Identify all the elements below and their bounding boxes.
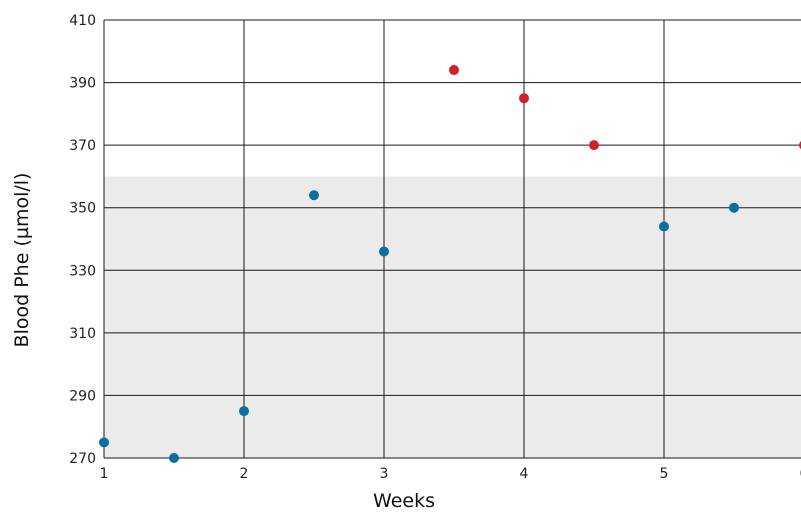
data-point <box>659 221 669 232</box>
data-point <box>449 65 459 76</box>
data-points <box>99 65 801 463</box>
y-tick-label: 310 <box>69 326 96 342</box>
y-tick-label: 390 <box>69 76 96 92</box>
x-tick-label: 6 <box>800 466 801 482</box>
y-tick-label: 350 <box>69 201 96 217</box>
data-point <box>379 246 389 257</box>
data-point <box>729 202 739 213</box>
target-range-rect <box>104 176 801 458</box>
data-point <box>239 406 249 417</box>
data-point <box>589 140 599 151</box>
data-point <box>169 453 179 463</box>
data-point <box>99 437 109 448</box>
x-axis-title: Weeks <box>373 490 435 512</box>
y-tick-label: 370 <box>69 138 96 154</box>
data-point <box>309 190 319 201</box>
y-tick-label: 410 <box>69 13 96 29</box>
x-axis-ticks: 1 2 3 4 5 6 <box>100 466 801 482</box>
y-tick-label: 270 <box>69 451 96 467</box>
x-tick-label: 2 <box>240 466 249 482</box>
gridlines <box>103 19 801 459</box>
target-range-band <box>104 176 801 458</box>
x-tick-label: 3 <box>380 466 389 482</box>
y-tick-label: 290 <box>69 388 96 404</box>
x-tick-label: 1 <box>100 466 109 482</box>
y-axis-title: Blood Phe (µmol/l) <box>11 173 33 348</box>
x-tick-label: 4 <box>520 466 529 482</box>
x-tick-label: 5 <box>660 466 669 482</box>
y-axis-ticks: 270 290 310 330 350 370 390 410 <box>69 13 96 467</box>
y-tick-label: 330 <box>69 263 96 279</box>
data-point <box>519 93 529 104</box>
